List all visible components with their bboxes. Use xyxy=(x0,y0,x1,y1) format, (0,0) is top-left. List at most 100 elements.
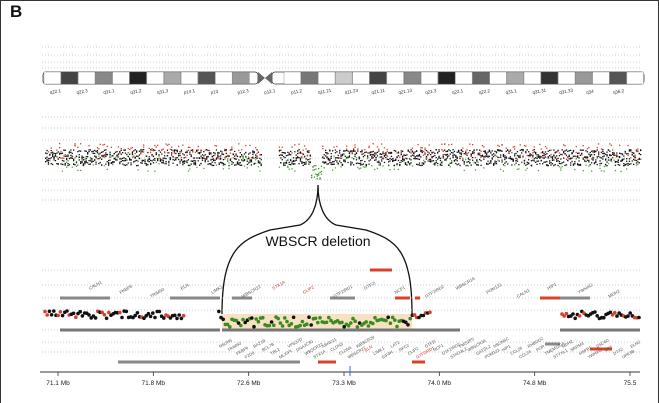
cn-point xyxy=(358,158,360,160)
cn-point xyxy=(480,155,482,157)
cn-point xyxy=(420,149,422,151)
cn-point xyxy=(483,150,485,152)
cn-point xyxy=(136,159,138,162)
chromosome-band xyxy=(626,71,644,85)
cn-point xyxy=(281,151,283,154)
band-label: q21.13 xyxy=(398,88,413,95)
cn-point xyxy=(284,162,286,164)
cn-point xyxy=(148,147,150,149)
cn-point xyxy=(367,156,369,159)
cn-point xyxy=(579,164,582,166)
cn-point xyxy=(117,146,120,148)
cn-point xyxy=(255,159,257,161)
detail-point xyxy=(291,315,296,320)
cn-point xyxy=(64,149,66,151)
cn-point xyxy=(589,164,591,166)
cn-point xyxy=(287,165,289,167)
cn-point xyxy=(252,151,254,153)
cn-point xyxy=(442,155,444,158)
cn-point xyxy=(53,159,55,161)
cn-point xyxy=(196,166,198,169)
cn-point xyxy=(614,160,617,163)
cn-point xyxy=(88,159,90,162)
cn-point xyxy=(330,157,332,159)
detail-point xyxy=(324,320,329,325)
cn-point xyxy=(229,152,232,154)
cn-point xyxy=(621,154,624,156)
cn-point xyxy=(115,156,117,159)
gene-label: ELN xyxy=(180,282,190,291)
cn-point xyxy=(606,155,608,157)
cn-point xyxy=(456,164,458,166)
cn-point xyxy=(308,151,310,154)
cn-point xyxy=(238,162,240,164)
cn-point xyxy=(77,164,79,166)
cn-point xyxy=(546,153,548,155)
cn-point xyxy=(386,155,388,157)
cn-point xyxy=(103,149,106,151)
cn-point xyxy=(78,156,80,158)
cn-point xyxy=(544,156,547,158)
detail-point xyxy=(278,321,283,325)
cn-point xyxy=(201,157,204,160)
cn-point xyxy=(98,153,100,155)
detail-point xyxy=(225,322,230,327)
cn-point xyxy=(480,160,482,162)
cn-point xyxy=(311,177,313,179)
cn-point xyxy=(218,163,220,166)
cn-point xyxy=(360,151,362,153)
cn-point xyxy=(260,164,262,167)
cn-point xyxy=(577,163,579,165)
cn-point xyxy=(581,149,583,151)
cn-point xyxy=(486,162,488,165)
cn-point xyxy=(74,157,76,159)
cn-point xyxy=(605,163,607,166)
cn-point xyxy=(516,154,519,157)
cn-point xyxy=(253,157,255,159)
cn-point xyxy=(246,167,248,169)
cn-point xyxy=(595,159,597,161)
cn-point xyxy=(434,152,436,154)
cn-point xyxy=(57,163,59,165)
gene-label: CCL26 xyxy=(509,345,523,356)
cn-point xyxy=(346,145,348,147)
cn-point xyxy=(536,160,538,162)
cn-point xyxy=(119,152,121,154)
cn-point xyxy=(593,162,596,164)
cn-point xyxy=(224,163,226,166)
cn-point xyxy=(75,155,78,157)
cn-point xyxy=(469,143,471,145)
cn-point xyxy=(52,153,54,155)
cn-point xyxy=(63,149,65,151)
gene-label: CLIP2 xyxy=(407,346,420,356)
cn-point xyxy=(595,150,597,153)
detail-point xyxy=(269,320,274,324)
cn-point xyxy=(474,157,477,159)
cn-point xyxy=(164,155,166,157)
cn-point xyxy=(539,163,541,165)
cn-point xyxy=(564,150,566,152)
cn-point xyxy=(466,152,468,155)
cn-point xyxy=(502,155,505,158)
cn-point xyxy=(309,155,311,157)
cn-point xyxy=(294,151,296,153)
cn-point xyxy=(155,161,157,163)
cn-point xyxy=(249,159,251,161)
cn-point xyxy=(561,149,563,151)
gene-label: POM121 xyxy=(485,282,503,295)
cn-point xyxy=(73,163,75,165)
cn-point xyxy=(351,162,353,164)
copy-number-scatter xyxy=(45,143,642,180)
cn-point xyxy=(210,152,212,154)
cn-point xyxy=(365,163,367,166)
axis-tick-label: 71.1 Mb xyxy=(46,380,70,387)
cn-point xyxy=(131,152,134,154)
cn-point xyxy=(59,143,61,145)
cn-point xyxy=(497,144,499,147)
cn-point xyxy=(157,144,159,146)
detail-point xyxy=(65,309,69,313)
cn-point xyxy=(494,160,496,162)
cn-point xyxy=(448,149,450,151)
cn-point xyxy=(330,155,332,158)
detail-point xyxy=(148,314,153,319)
